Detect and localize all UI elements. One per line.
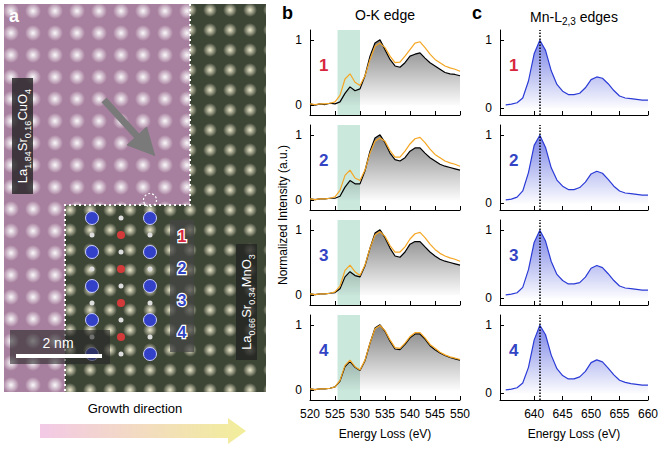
svg-text:640: 640 bbox=[524, 407, 544, 421]
svg-text:2: 2 bbox=[509, 151, 518, 170]
svg-text:525: 525 bbox=[325, 407, 345, 421]
svg-text:2 nm: 2 nm bbox=[42, 335, 73, 351]
svg-text:1: 1 bbox=[295, 128, 302, 142]
svg-text:645: 645 bbox=[553, 407, 573, 421]
svg-text:Mn-L: Mn-L bbox=[530, 9, 562, 25]
svg-text:Normalized Intensity (a.u.): Normalized Intensity (a.u.) bbox=[276, 145, 290, 285]
svg-text:1: 1 bbox=[485, 33, 492, 47]
svg-text:1: 1 bbox=[295, 318, 302, 332]
svg-text:550: 550 bbox=[450, 407, 470, 421]
svg-text:La0.66Sr0.34MnO3: La0.66Sr0.34MnO3 bbox=[239, 254, 257, 350]
svg-text:535: 535 bbox=[375, 407, 395, 421]
svg-text:4: 4 bbox=[178, 324, 187, 341]
svg-text:4: 4 bbox=[509, 341, 519, 360]
svg-text:2: 2 bbox=[319, 151, 328, 170]
svg-text:655: 655 bbox=[610, 407, 630, 421]
svg-text:540: 540 bbox=[400, 407, 420, 421]
svg-text:Energy Loss (eV): Energy Loss (eV) bbox=[339, 427, 432, 441]
svg-text:1: 1 bbox=[295, 223, 302, 237]
svg-text:0: 0 bbox=[295, 98, 302, 112]
svg-text:O-K edge: O-K edge bbox=[355, 7, 415, 23]
svg-text:Growth direction: Growth direction bbox=[88, 401, 183, 416]
svg-text:1: 1 bbox=[485, 128, 492, 142]
svg-text:1: 1 bbox=[178, 228, 187, 245]
svg-text:2: 2 bbox=[178, 260, 187, 277]
svg-text:edges: edges bbox=[576, 9, 618, 25]
svg-text:La1.84Sr0.16CuO4: La1.84Sr0.16CuO4 bbox=[15, 89, 33, 183]
svg-text:c: c bbox=[472, 3, 482, 23]
svg-text:b: b bbox=[282, 3, 293, 23]
svg-text:3: 3 bbox=[509, 246, 518, 265]
svg-text:0: 0 bbox=[485, 386, 492, 400]
svg-text:Energy Loss (eV): Energy Loss (eV) bbox=[528, 427, 621, 441]
svg-text:3: 3 bbox=[319, 246, 328, 265]
svg-text:0: 0 bbox=[295, 383, 302, 397]
svg-text:1: 1 bbox=[295, 33, 302, 47]
svg-text:660: 660 bbox=[638, 407, 658, 421]
svg-text:1: 1 bbox=[509, 56, 518, 75]
svg-text:4: 4 bbox=[319, 341, 329, 360]
svg-text:520: 520 bbox=[300, 407, 320, 421]
svg-text:1: 1 bbox=[485, 223, 492, 237]
svg-text:650: 650 bbox=[581, 407, 601, 421]
svg-text:545: 545 bbox=[425, 407, 445, 421]
svg-text:a: a bbox=[9, 6, 20, 26]
svg-text:0: 0 bbox=[295, 193, 302, 207]
svg-text:0: 0 bbox=[485, 101, 492, 115]
svg-text:1: 1 bbox=[319, 56, 328, 75]
svg-text:3: 3 bbox=[178, 292, 187, 309]
svg-text:530: 530 bbox=[350, 407, 370, 421]
svg-text:0: 0 bbox=[485, 291, 492, 305]
svg-text:0: 0 bbox=[485, 196, 492, 210]
svg-text:1: 1 bbox=[485, 318, 492, 332]
svg-text:0: 0 bbox=[295, 288, 302, 302]
svg-text:2,3: 2,3 bbox=[562, 16, 576, 27]
